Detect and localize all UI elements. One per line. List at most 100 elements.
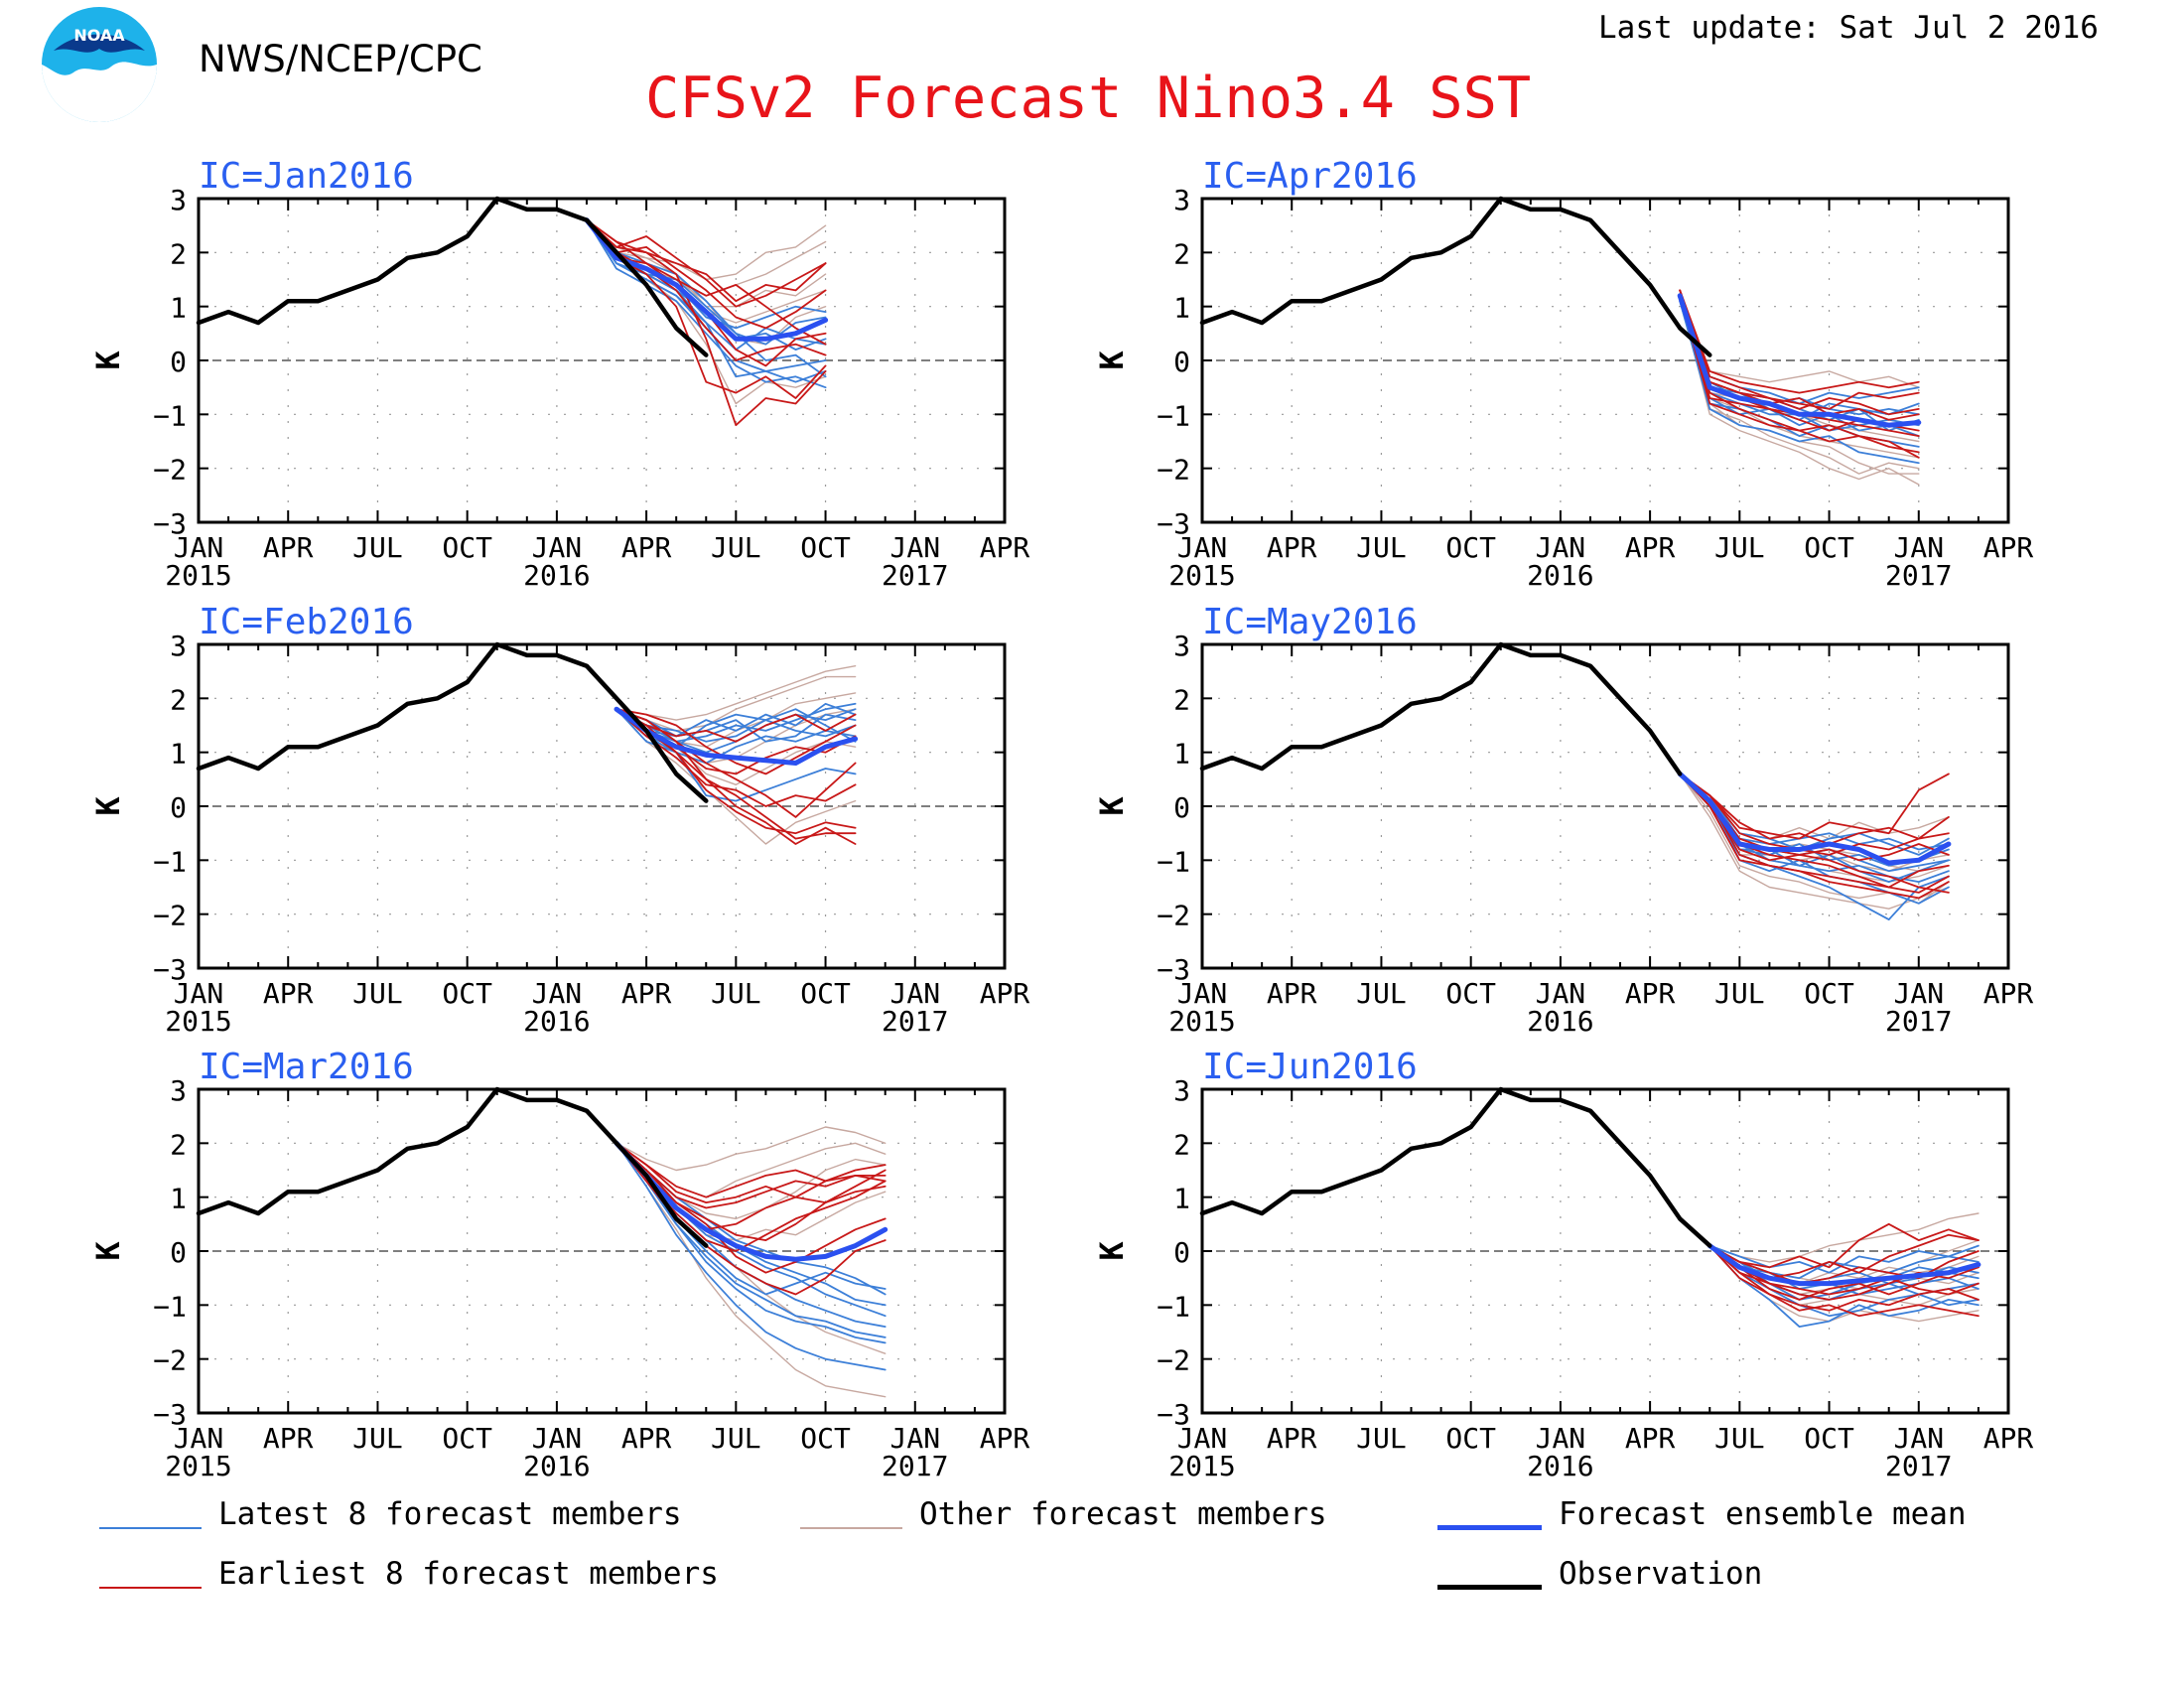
y-tick-label: −2 [1157,454,1190,487]
x-tick-label: JUL [1714,1422,1765,1455]
series-observation-0 [1199,1086,1712,1248]
y-tick-label: 0 [170,1236,187,1269]
y-axis-label: K [1093,1241,1131,1261]
series-mean-1 [1706,1243,1981,1287]
series-earliest-17 [1679,773,1950,894]
panel-title: IC=Apr2016 [1202,156,1418,197]
y-tick-label: −1 [153,1290,187,1323]
series-latest-8 [615,1142,887,1338]
y-axis-label: K [89,796,127,816]
x-tick-label: OCT [1804,1422,1854,1455]
x-tick-label: JUL [1356,531,1407,564]
y-tick-label: 3 [1173,184,1190,216]
x-tick-year-label: 2015 [1168,1005,1235,1038]
series-latest-2 [615,1142,887,1371]
x-tick-label: JAN [1536,1422,1586,1455]
x-tick-label: APR [980,977,1030,1010]
x-tick-label: JUL [352,531,403,564]
series-observation-0 [196,1086,709,1248]
panel-title: IC=Jun2016 [1202,1047,1418,1087]
series-other-19 [1679,295,1920,475]
x-tick-label: JAN [174,977,224,1010]
y-tick-label: −2 [153,900,187,932]
x-tick-year-label: 2017 [1885,559,1952,592]
series-earliest-10 [586,218,827,427]
series-earliest-10 [1679,773,1950,840]
y-tick-label: 1 [1173,738,1190,771]
series-earliest-14 [1679,289,1920,410]
x-tick-label: APR [980,1422,1030,1455]
series-observation-0 [1199,196,1712,357]
x-tick-label: APR [621,531,672,564]
series-mean-1 [614,1140,888,1262]
y-tick-label: 0 [1173,1236,1190,1269]
y-tick-label: −3 [153,953,187,986]
x-tick-label: APR [263,977,314,1010]
series-earliest-11 [1708,1222,1979,1269]
series-latest-9 [586,218,827,352]
legend-swatch-other [800,1527,902,1529]
x-tick-year-label: 2015 [165,1005,231,1038]
x-tick-label: JAN [889,531,940,564]
x-tick-label: APR [1267,977,1317,1010]
x-tick-label: JAN [1536,977,1586,1010]
panel-title: IC=Jan2016 [199,156,414,197]
x-tick-year-label: 2017 [882,1005,948,1038]
series-mean-1 [614,706,859,766]
x-tick-label: APR [621,977,672,1010]
series-earliest-16 [1679,289,1920,421]
legend-label-observation: Observation [1559,1556,1763,1592]
x-tick-year-label: 2017 [1885,1450,1952,1482]
x-tick-year-label: 2015 [165,559,231,592]
series-earliest-12 [615,708,857,775]
series-observation-0 [196,641,709,803]
series-earliest-15 [1708,1244,1979,1312]
legend-swatch-latest [99,1527,202,1529]
x-tick-label: JAN [1893,531,1944,564]
series-latest-5 [1708,1244,1979,1274]
series-earliest-14 [615,1142,887,1203]
y-tick-label: 1 [170,1183,187,1215]
series-other-19 [615,1126,887,1172]
x-tick-label: OCT [442,1422,492,1455]
series-latest-3 [586,218,827,352]
y-tick-label: −3 [153,1398,187,1431]
series-latest-7 [615,1142,887,1318]
x-tick-label: JUL [1356,1422,1407,1455]
y-tick-label: −3 [1157,953,1190,986]
series-other-21 [586,218,827,308]
x-tick-label: JAN [1177,531,1228,564]
legend: Latest 8 forecast members Other forecast… [0,1484,2184,1623]
panel-title: IC=Feb2016 [199,602,414,642]
x-tick-label: JAN [532,1422,583,1455]
x-tick-label: APR [1983,977,2034,1010]
x-tick-label: APR [621,1422,672,1455]
x-tick-label: APR [263,531,314,564]
x-tick-label: OCT [1804,977,1854,1010]
y-tick-label: −1 [153,845,187,878]
y-tick-label: 0 [170,346,187,378]
series-latest-5 [615,1142,887,1296]
series-earliest-15 [586,218,827,361]
series-mean-1 [1677,293,1922,428]
x-tick-label: JUL [1356,977,1407,1010]
x-tick-label: OCT [800,531,851,564]
series-observation-0 [1199,641,1683,776]
panel-title: IC=Mar2016 [199,1047,414,1087]
series-latest-4 [1679,773,1950,883]
x-tick-year-label: 2015 [1168,1450,1235,1482]
series-earliest-10 [615,1142,887,1209]
series-latest-9 [1679,773,1950,883]
y-axis-label: K [89,1241,127,1261]
y-tick-label: −3 [1157,1398,1190,1431]
y-tick-label: 2 [170,683,187,716]
series-earliest-15 [615,708,857,818]
x-tick-label: JUL [711,977,761,1010]
x-tick-label: JAN [1177,1422,1228,1455]
